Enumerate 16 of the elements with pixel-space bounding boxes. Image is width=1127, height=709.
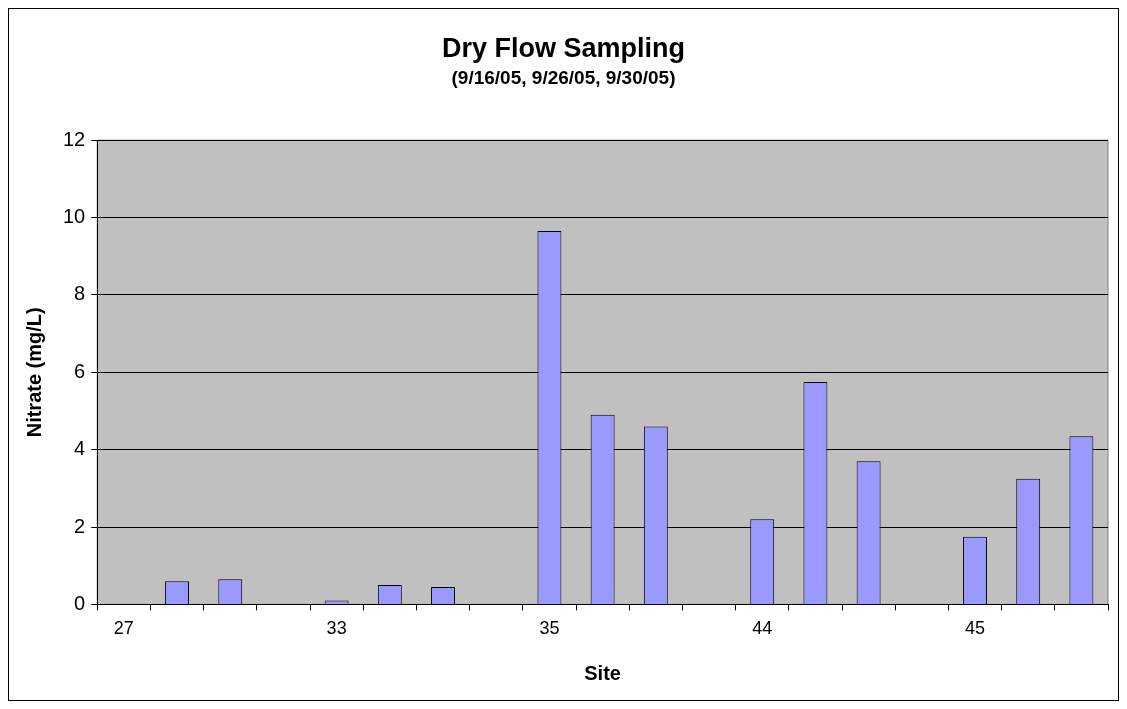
x-tick-label: 35 bbox=[539, 618, 560, 639]
x-axis-title: Site bbox=[584, 661, 621, 684]
x-tick-label: 33 bbox=[326, 618, 347, 639]
chart-title: Dry Flow Sampling bbox=[441, 32, 686, 63]
y-axis-title: Nitrate (mg/L) bbox=[22, 307, 45, 438]
y-tick-label: 0 bbox=[74, 591, 86, 614]
x-tick-label: 45 bbox=[964, 618, 986, 639]
x-tick-label: 27 bbox=[113, 618, 134, 639]
y-tick-label: 4 bbox=[74, 437, 86, 460]
y-tick-label: 10 bbox=[63, 205, 86, 228]
y-tick-label: 2 bbox=[74, 514, 86, 537]
y-tick-label: 12 bbox=[63, 127, 86, 150]
y-tick-label: 6 bbox=[74, 359, 86, 382]
chart-subtitle: (9/16/05, 9/26/05, 9/30/05) bbox=[451, 67, 676, 89]
x-tick-label: 44 bbox=[752, 618, 773, 639]
y-tick-label: 8 bbox=[74, 282, 86, 305]
